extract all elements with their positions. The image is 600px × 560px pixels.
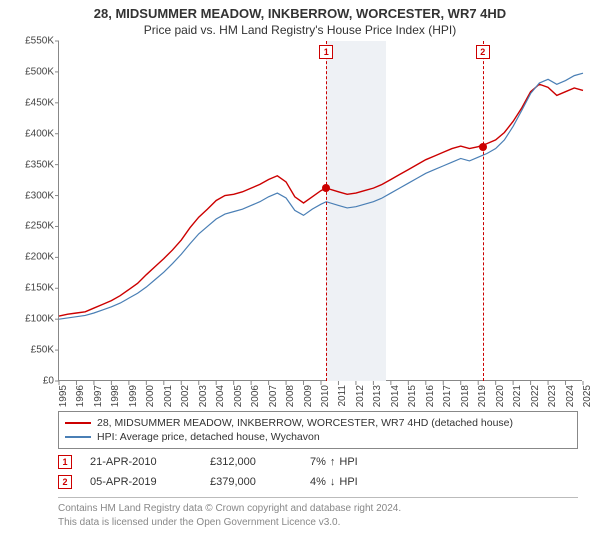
x-tick-label: 2017 (442, 385, 453, 407)
x-tick-label: 2022 (530, 385, 541, 407)
x-tick-label: 2019 (477, 385, 488, 407)
event-vline (326, 41, 327, 381)
transaction-price: £379,000 (210, 476, 310, 488)
line-series (59, 41, 583, 381)
transaction-row: 2 05-APR-2019£379,0004%↓HPI (58, 475, 600, 489)
x-tick-label: 1996 (75, 385, 86, 407)
x-tick-label: 2020 (495, 385, 506, 407)
x-tick-label: 2011 (337, 385, 348, 407)
y-axis: £0£50K£100K£150K£200K£250K£300K£350K£400… (16, 41, 58, 381)
series-line (59, 73, 583, 319)
x-tick-label: 2021 (512, 385, 523, 407)
transaction-date: 05-APR-2019 (90, 476, 210, 488)
chart-area: £0 £50K £100K £150K £200K £250K £300K £350K £400… (16, 41, 586, 407)
x-tick-label: 2024 (565, 385, 576, 407)
transaction-pct: 7%↑HPI (310, 456, 358, 468)
transaction-date: 21-APR-2010 (90, 456, 210, 468)
event-marker: 2 (476, 45, 490, 59)
legend-item: 28, MIDSUMMER MEADOW, INKBERROW, WORCEST… (65, 416, 571, 430)
y-tick-label: £450K (25, 97, 54, 108)
legend: 28, MIDSUMMER MEADOW, INKBERROW, WORCEST… (58, 411, 578, 449)
x-tick-label: 2016 (425, 385, 436, 407)
x-tick-label: 2001 (163, 385, 174, 407)
legend-label: 28, MIDSUMMER MEADOW, INKBERROW, WORCEST… (97, 417, 513, 429)
y-tick-label: £500K (25, 66, 54, 77)
event-vline (483, 41, 484, 381)
y-tick-label: £200K (25, 252, 54, 263)
chart-title: 28, MIDSUMMER MEADOW, INKBERROW, WORCEST… (0, 0, 600, 21)
arrow-down-icon: ↓ (330, 476, 336, 488)
x-tick-label: 2012 (355, 385, 366, 407)
x-tick-label: 2009 (303, 385, 314, 407)
x-tick-label: 1998 (110, 385, 121, 407)
x-tick-label: 2006 (250, 385, 261, 407)
y-tick-label: £300K (25, 190, 54, 201)
y-tick-label: £400K (25, 128, 54, 139)
x-tick-label: 1997 (93, 385, 104, 407)
footer: Contains HM Land Registry data © Crown c… (58, 497, 578, 529)
x-tick-label: 2005 (233, 385, 244, 407)
x-tick-label: 2013 (372, 385, 383, 407)
x-tick-label: 2004 (215, 385, 226, 407)
footer-line: This data is licensed under the Open Gov… (58, 516, 578, 530)
y-tick-label: £100K (25, 314, 54, 325)
transaction-pct: 4%↓HPI (310, 476, 358, 488)
x-axis: 1995 1996 1997 1998 1999 2000 2001 2002 2003 2004… (58, 381, 582, 407)
plot-area: 12 (58, 41, 582, 381)
y-tick-label: £150K (25, 283, 54, 294)
x-tick-label: 2010 (320, 385, 331, 407)
x-tick-label: 1995 (58, 385, 69, 407)
y-tick-label: £0 (43, 376, 54, 387)
event-dot (322, 184, 330, 192)
x-tick-label: 2025 (582, 385, 593, 407)
legend-swatch (65, 436, 91, 438)
y-tick-label: £350K (25, 159, 54, 170)
legend-item: HPI: Average price, detached house, Wych… (65, 430, 571, 444)
x-tick-label: 2007 (268, 385, 279, 407)
x-tick-label: 2018 (460, 385, 471, 407)
transaction-row: 1 21-APR-2010£312,0007%↑HPI (58, 455, 600, 469)
x-tick-label: 2000 (145, 385, 156, 407)
chart-subtitle: Price paid vs. HM Land Registry's House … (0, 21, 600, 41)
x-tick-label: 1999 (128, 385, 139, 407)
event-marker: 1 (319, 45, 333, 59)
x-tick-label: 2008 (285, 385, 296, 407)
x-tick-label: 2014 (390, 385, 401, 407)
footer-line: Contains HM Land Registry data © Crown c… (58, 502, 578, 516)
series-line (59, 84, 583, 316)
transaction-price: £312,000 (210, 456, 310, 468)
transaction-list: 1 21-APR-2010£312,0007%↑HPI 2 05-APR-2019£3… (0, 455, 600, 489)
transaction-marker: 2 (58, 475, 72, 489)
legend-label: HPI: Average price, detached house, Wych… (97, 431, 320, 443)
y-tick-label: £50K (31, 345, 54, 356)
transaction-marker: 1 (58, 455, 72, 469)
legend-swatch (65, 422, 91, 424)
x-tick-label: 2015 (407, 385, 418, 407)
y-tick-label: £550K (25, 36, 54, 47)
x-tick-label: 2023 (547, 385, 558, 407)
arrow-up-icon: ↑ (330, 456, 336, 468)
x-tick-label: 2003 (198, 385, 209, 407)
x-tick-label: 2002 (180, 385, 191, 407)
event-dot (479, 143, 487, 151)
y-tick-label: £250K (25, 221, 54, 232)
